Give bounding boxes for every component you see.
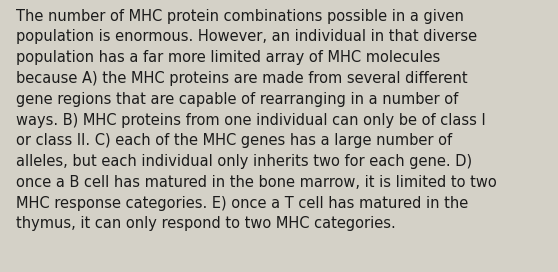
Text: The number of MHC protein combinations possible in a given
population is enormou: The number of MHC protein combinations p… bbox=[16, 9, 497, 231]
